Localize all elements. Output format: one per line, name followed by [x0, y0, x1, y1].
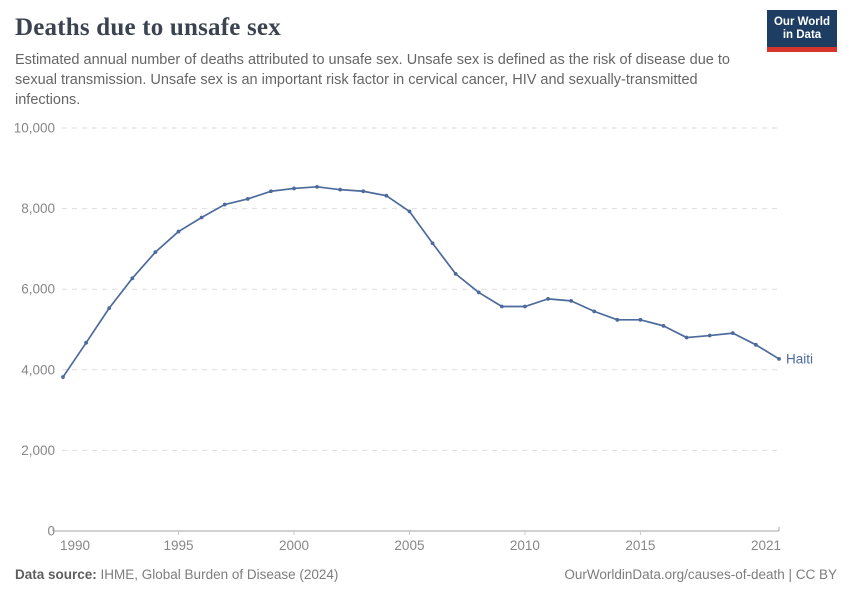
x-axis	[52, 527, 780, 535]
data-point[interactable]	[707, 333, 712, 338]
data-source: Data source: IHME, Global Burden of Dise…	[15, 567, 338, 582]
y-axis-labels: 0 2,000 4,000 6,000 8,000 10,000	[14, 121, 55, 539]
y-tick-label: 2,000	[21, 443, 55, 458]
x-tick-label: 2010	[510, 538, 540, 553]
data-point[interactable]	[61, 375, 65, 379]
chart-subtitle: Estimated annual number of deaths attrib…	[15, 52, 730, 108]
data-point[interactable]	[315, 184, 319, 189]
series-haiti[interactable]: Haiti	[61, 184, 813, 379]
x-tick-label: 1995	[163, 538, 193, 553]
data-point[interactable]	[499, 304, 504, 309]
x-tick-label: 2021	[751, 538, 781, 553]
data-point[interactable]	[153, 250, 158, 255]
data-point[interactable]	[107, 306, 112, 311]
owid-logo-line1: Our World	[773, 16, 830, 28]
data-point[interactable]	[407, 209, 412, 214]
data-point[interactable]	[130, 276, 135, 281]
data-point[interactable]	[384, 193, 389, 198]
y-tick-label: 4,000	[21, 362, 55, 377]
data-point[interactable]	[268, 189, 273, 194]
data-point[interactable]	[569, 298, 574, 303]
x-axis-labels: 1990 1995 2000 2005 2010 2015 2021	[60, 538, 781, 553]
line-chart[interactable]: 0 2,000 4,000 6,000 8,000 10,000 1990 1995 2000 2…	[0, 113, 850, 565]
data-point[interactable]	[430, 241, 435, 246]
x-tick-label: 2005	[394, 538, 424, 553]
data-point[interactable]	[546, 296, 550, 301]
series-line[interactable]	[62, 185, 780, 378]
data-point[interactable]	[222, 202, 227, 207]
y-tick-label: 10,000	[14, 121, 55, 136]
y-tick-label: 6,000	[21, 282, 55, 297]
owid-logo: Our World in Data	[767, 10, 837, 52]
data-point[interactable]	[84, 340, 88, 345]
data-point[interactable]	[476, 290, 481, 295]
y-tick-label: 0	[47, 524, 55, 539]
owid-logo-text: Our World in Data	[767, 10, 837, 47]
owid-logo-stripe	[767, 47, 837, 52]
x-tick-label: 1990	[60, 538, 90, 553]
data-point[interactable]	[292, 186, 296, 191]
data-point[interactable]	[684, 335, 689, 340]
data-point[interactable]	[592, 309, 597, 314]
data-source-text: IHME, Global Burden of Disease (2024)	[96, 567, 339, 582]
chart-footer: Data source: IHME, Global Burden of Dise…	[15, 567, 837, 582]
data-point[interactable]	[523, 304, 527, 309]
gridlines	[62, 127, 779, 451]
x-tick-label: 2015	[625, 538, 655, 553]
data-point[interactable]	[176, 229, 181, 234]
page-title: Deaths due to unsafe sex	[15, 14, 281, 41]
data-point[interactable]	[754, 342, 758, 347]
data-point[interactable]	[199, 215, 204, 220]
owid-logo-line2: in Data	[782, 29, 822, 41]
x-tick-label: 2000	[279, 538, 309, 553]
data-source-label: Data source:	[15, 567, 97, 582]
data-point[interactable]	[777, 357, 781, 361]
data-point[interactable]	[361, 189, 366, 194]
credit-link[interactable]: OurWorldinData.org/causes-of-death | CC …	[564, 567, 837, 582]
data-point[interactable]	[453, 271, 458, 276]
data-point[interactable]	[730, 331, 735, 336]
y-tick-label: 8,000	[21, 201, 55, 216]
data-point[interactable]	[638, 317, 643, 322]
data-point[interactable]	[615, 317, 620, 322]
data-point[interactable]	[245, 197, 250, 201]
data-point[interactable]	[661, 323, 666, 328]
data-point[interactable]	[338, 187, 343, 192]
series-end-label[interactable]: Haiti	[786, 351, 813, 366]
